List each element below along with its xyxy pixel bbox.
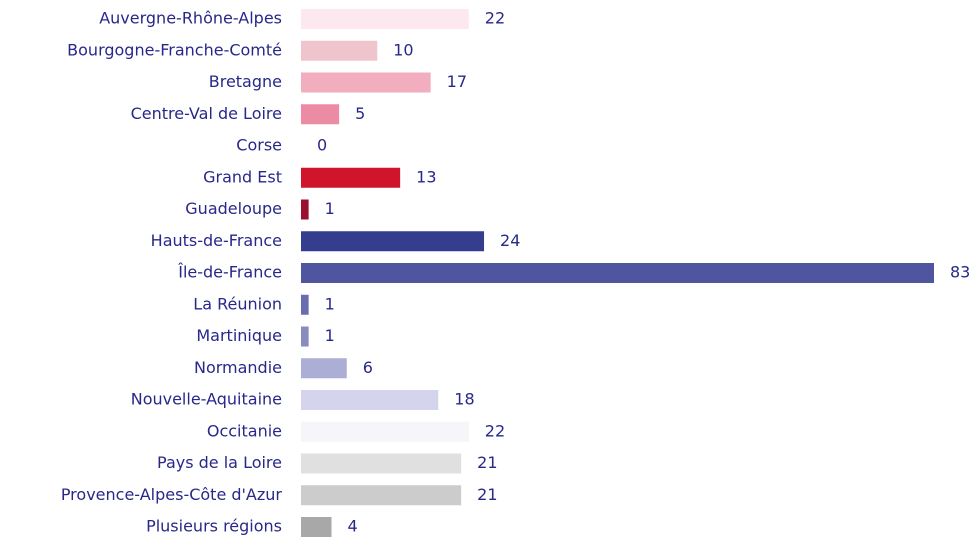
category-label: Bretagne — [209, 72, 282, 91]
category-label: Nouvelle-Aquitaine — [131, 390, 282, 409]
bar — [301, 104, 340, 125]
value-label: 22 — [485, 9, 505, 28]
value-label: 1 — [325, 199, 335, 218]
value-label: 10 — [393, 40, 413, 59]
category-label: Normandie — [194, 358, 282, 377]
value-label: 83 — [950, 263, 970, 282]
category-label: Île-de-France — [177, 263, 282, 282]
value-label: 4 — [348, 517, 358, 536]
bar — [301, 40, 378, 61]
bar — [301, 9, 469, 29]
bar — [301, 517, 332, 537]
value-label: 18 — [454, 390, 474, 409]
category-label: Corse — [236, 136, 282, 155]
bar — [301, 390, 439, 410]
category-label: Occitanie — [207, 421, 282, 440]
bar — [301, 485, 462, 506]
bar — [301, 167, 401, 188]
category-label: Pays de la Loire — [157, 453, 282, 472]
value-label: 17 — [447, 72, 467, 91]
category-label: Plusieurs régions — [146, 517, 282, 536]
value-label: 0 — [317, 136, 327, 155]
category-label: Hauts-de-France — [151, 231, 282, 250]
bar — [301, 453, 462, 474]
category-label: Provence-Alpes-Côte d'Azur — [61, 485, 283, 504]
category-label: Bourgogne-Franche-Comté — [67, 40, 282, 59]
value-label: 21 — [477, 485, 497, 504]
value-label: 13 — [416, 167, 436, 186]
category-label: Grand Est — [203, 167, 282, 186]
value-label: 6 — [363, 358, 373, 377]
bar — [301, 358, 347, 379]
bar — [301, 421, 469, 442]
category-label: Guadeloupe — [185, 199, 282, 218]
bar — [301, 294, 309, 315]
value-label: 5 — [355, 104, 365, 123]
category-label: Centre-Val de Loire — [131, 104, 282, 123]
category-label: Auvergne-Rhône-Alpes — [99, 9, 282, 28]
bar — [301, 326, 309, 347]
bar — [301, 263, 934, 283]
category-label: La Réunion — [193, 294, 282, 313]
value-label: 22 — [485, 421, 505, 440]
bar — [301, 72, 431, 93]
value-label: 1 — [325, 326, 335, 345]
bar — [301, 231, 485, 252]
value-label: 1 — [325, 294, 335, 313]
value-label: 21 — [477, 453, 497, 472]
bar — [301, 199, 309, 220]
category-label: Martinique — [196, 326, 282, 345]
value-label: 24 — [500, 231, 520, 250]
